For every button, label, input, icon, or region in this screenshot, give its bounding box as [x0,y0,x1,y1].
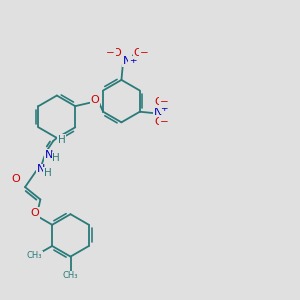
Text: N: N [123,56,131,66]
Text: −: − [160,97,169,107]
Text: CH₃: CH₃ [63,271,78,280]
Text: O: O [134,48,142,59]
Text: +: + [129,56,136,65]
Text: O: O [11,174,20,184]
Text: O: O [31,208,39,218]
Text: −: − [140,48,148,59]
Text: H: H [52,153,60,163]
Text: N: N [154,107,163,117]
Text: O: O [112,48,121,59]
Text: O: O [154,97,163,107]
Text: CH₃: CH₃ [27,251,42,260]
Text: H: H [58,135,65,145]
Text: H: H [44,168,52,178]
Text: N: N [37,164,45,174]
Text: −: − [106,48,115,59]
Text: N: N [45,150,53,160]
Text: O: O [91,94,99,105]
Text: O: O [154,117,163,127]
Text: +: + [160,104,168,113]
Text: −: − [160,117,169,127]
